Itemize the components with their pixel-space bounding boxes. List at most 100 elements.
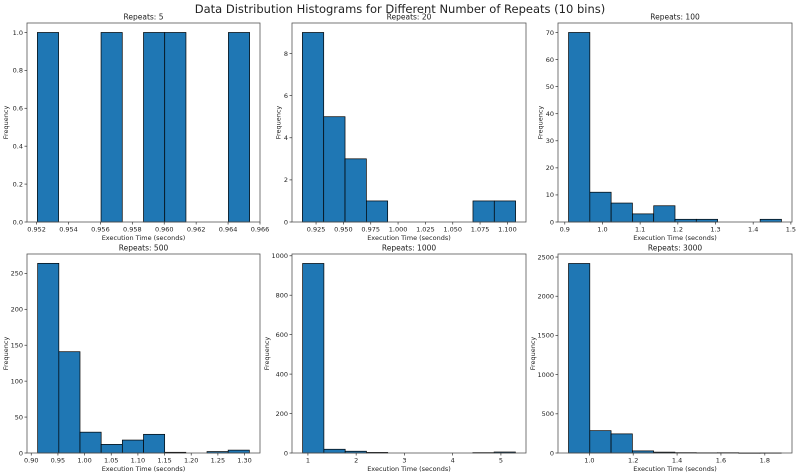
x-tick-label: 1.1 <box>635 226 645 234</box>
histogram-bar <box>228 32 250 223</box>
x-tick-label: 0.90 <box>24 457 38 465</box>
histogram-bar <box>164 32 187 223</box>
x-tick-label: 1.30 <box>237 457 251 465</box>
histogram-bar <box>143 433 166 454</box>
histogram-bar <box>227 449 250 454</box>
x-tick-label: 1.10 <box>131 457 145 465</box>
x-tick-label: 1.4 <box>748 226 758 234</box>
axes-frame <box>26 253 261 454</box>
subplot-title: Repeats: 100 <box>650 13 700 22</box>
y-tick-label: 600 <box>276 331 288 339</box>
y-tick-label: 2500 <box>537 253 554 261</box>
y-tick-label: 100 <box>11 377 23 385</box>
x-tick-label: 1.05 <box>104 457 118 465</box>
x-tick-label: 1.15 <box>157 457 171 465</box>
x-tick-label: 1.025 <box>416 226 435 234</box>
x-tick-label: 0.9 <box>560 226 570 234</box>
x-tick-label: 1.050 <box>443 226 462 234</box>
histogram-bar <box>653 205 676 223</box>
x-tick-label: 3 <box>402 457 406 465</box>
subplot-1: 0.925 0.950 0.975 1.000 1.025 1.050 1.075 1.100… <box>274 13 527 242</box>
y-tick-label: 1000 <box>537 371 554 379</box>
x-axis-label: Execution Time (seconds) <box>367 465 451 473</box>
histogram-bar <box>58 351 81 454</box>
histogram-bar <box>759 218 782 223</box>
x-tick-label: 1.2 <box>628 457 638 465</box>
y-tick-label: 400 <box>276 370 288 378</box>
x-tick-label: 2 <box>354 457 358 465</box>
y-tick-label: 50 <box>546 83 554 91</box>
x-axis-label: Execution Time (seconds) <box>367 234 451 242</box>
x-tick-label: 1.075 <box>471 226 490 234</box>
histogram-bar <box>366 200 389 223</box>
histogram-bar <box>100 444 123 454</box>
histogram-bar <box>323 448 346 454</box>
x-tick-label: 1.20 <box>184 457 198 465</box>
y-tick-label: 500 <box>542 410 554 418</box>
histogram-bar <box>121 439 144 454</box>
y-tick-label: 2 <box>284 176 288 184</box>
y-tick-label: 0 <box>284 449 288 457</box>
x-tick-label: 0.964 <box>219 226 238 234</box>
histogram-bar <box>37 262 60 454</box>
histogram-bar <box>302 32 325 223</box>
y-axis-label: Frequency <box>2 106 10 140</box>
subplot-5: 1.0 1.2 1.4 1.6 1.8 0 500 1000 1500 2000 2500 Repea… <box>529 244 793 473</box>
y-tick-label: 2000 <box>537 293 554 301</box>
y-tick-label: 800 <box>276 292 288 300</box>
histogram-bar <box>568 32 591 223</box>
histogram-bar <box>589 191 612 223</box>
axes-frame <box>557 253 793 454</box>
x-tick-label: 0.954 <box>59 226 78 234</box>
y-tick-label: 60 <box>546 56 554 64</box>
y-tick-label: 0 <box>284 218 288 226</box>
x-tick-label: 4 <box>451 457 455 465</box>
x-tick-label: 0.952 <box>27 226 46 234</box>
y-axis-label: Frequency <box>2 337 10 371</box>
x-axis-label: Execution Time (seconds) <box>102 234 186 242</box>
histogram-bar <box>79 431 102 454</box>
y-tick-label: 1.0 <box>13 29 23 37</box>
y-tick-label: 0.6 <box>13 105 23 113</box>
subplot-3: 0.90 0.95 1.00 1.05 1.10 1.15 1.20 1.25 1.30 0 50 1… <box>2 244 261 473</box>
y-tick-label: 0 <box>550 449 554 457</box>
x-axis-label: Execution Time (seconds) <box>633 234 717 242</box>
x-tick-label: 1.100 <box>498 226 517 234</box>
y-tick-label: 0 <box>19 449 23 457</box>
x-tick-label: 1.25 <box>211 457 225 465</box>
y-tick-label: 200 <box>11 306 23 314</box>
y-tick-label: 250 <box>11 270 23 278</box>
subplot-title: Repeats: 5 <box>124 13 164 22</box>
y-tick-label: 0.2 <box>13 180 23 188</box>
axes-frame <box>291 22 527 223</box>
x-axis-label: Execution Time (seconds) <box>633 465 717 473</box>
x-tick-label: 0.95 <box>51 457 65 465</box>
y-tick-label: 1000 <box>271 252 288 260</box>
x-tick-label: 1.0 <box>584 457 594 465</box>
y-tick-label: 0.8 <box>13 67 23 75</box>
histogram-bar <box>568 263 591 454</box>
y-tick-label: 50 <box>15 413 23 421</box>
x-tick-label: 1.4 <box>672 457 682 465</box>
figure-title: Data Distribution Histograms for Differe… <box>194 2 606 16</box>
axes-frame <box>26 22 261 223</box>
y-tick-label: 10 <box>546 191 554 199</box>
y-tick-label: 4 <box>284 134 288 142</box>
subplot-0: 0.952 0.954 0.956 0.958 0.960 0.962 0.964 0.966… <box>2 13 269 243</box>
histogram-bar <box>695 218 718 223</box>
histogram-bar <box>143 32 166 223</box>
x-tick-label: 1.00 <box>77 457 91 465</box>
x-tick-label: 0.960 <box>155 226 174 234</box>
y-axis-label: Frequency <box>263 337 271 371</box>
histogram-bar <box>632 213 655 223</box>
x-tick-label: 1.6 <box>716 457 726 465</box>
x-tick-label: 1.3 <box>710 226 720 234</box>
y-tick-label: 0.0 <box>13 218 23 226</box>
subplot-title: Repeats: 500 <box>119 244 169 253</box>
histogram-bar <box>100 32 123 223</box>
subplot-title: Repeats: 1000 <box>382 244 437 253</box>
x-tick-label: 0.975 <box>361 226 380 234</box>
x-tick-label: 5 <box>499 457 503 465</box>
histogram-bar <box>674 218 697 223</box>
